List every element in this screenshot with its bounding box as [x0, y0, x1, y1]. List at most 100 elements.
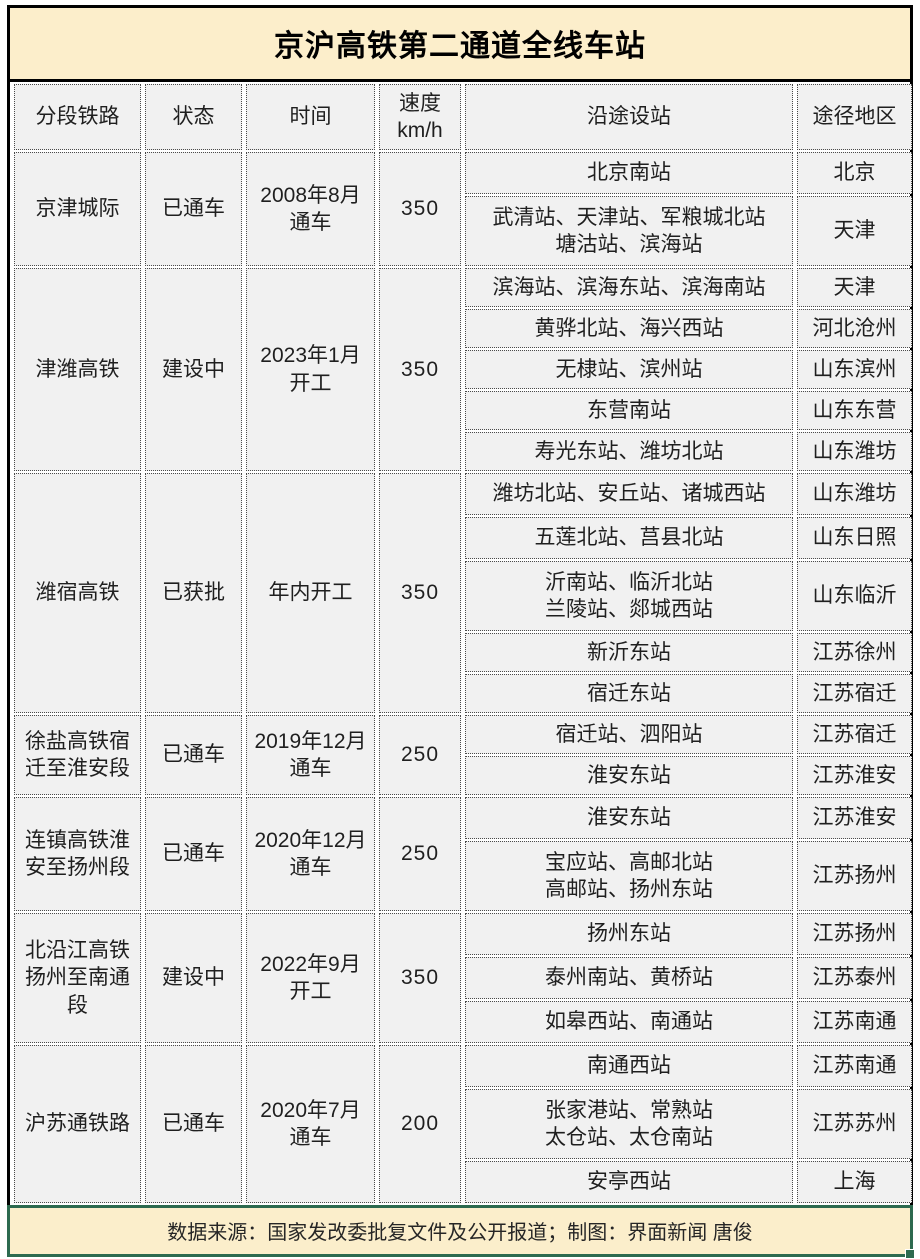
col-header-time: 时间	[246, 84, 375, 150]
cell-stations: 如皋西站、南通站	[465, 1001, 793, 1043]
cell-stations: 淮安东站	[465, 756, 793, 795]
cell-stations: 寿光东站、潍坊北站	[465, 432, 793, 471]
table-row: 宝应站、高邮北站 高邮站、扬州东站 江苏扬州	[14, 841, 912, 911]
cell-region: 河北沧州	[797, 309, 912, 348]
cell-stations: 东营南站	[465, 391, 793, 430]
railway-stations-table: 分段铁路 状态 时间 速度 km/h 沿途设站 途径地区 京津城际 已通车 20…	[10, 82, 916, 1205]
cell-stations: 泰州南站、黄桥站	[465, 957, 793, 999]
table-row: 连镇高铁淮安至扬州段 已通车 2020年12月 通车 250 淮安东站 江苏淮安	[14, 797, 912, 911]
table-row: 寿光东站、潍坊北站 山东潍坊	[14, 432, 912, 471]
table-row: 淮安东站 江苏淮安	[14, 756, 912, 795]
cell-stations: 安亭西站	[465, 1161, 793, 1203]
cell-region: 江苏南通	[797, 1045, 912, 1087]
cell-stations: 武清站、天津站、军粮城北站 塘沽站、滨海站	[465, 196, 793, 266]
cell-time: 2008年8月 通车	[246, 152, 375, 266]
cell-region: 江苏宿迁	[797, 715, 912, 754]
page-title: 京沪高铁第二通道全线车站	[10, 8, 910, 82]
col-header-railway: 分段铁路	[14, 84, 141, 150]
cell-stations: 沂南站、临沂北站 兰陵站、郯城西站	[465, 561, 793, 631]
cell-stations: 张家港站、常熟站 太仓站、太仓南站	[465, 1089, 793, 1159]
cell-railway: 潍宿高铁	[14, 473, 141, 713]
cell-region: 江苏泰州	[797, 957, 912, 999]
infographic: 京沪高铁第二通道全线车站 分段铁路 状态 时间 速度 km/h 沿途设站 途径地…	[7, 5, 915, 1259]
cell-speed: 250	[379, 797, 461, 911]
source-credit-text: 数据来源：国家发改委批复文件及公开报道；制图：界面新闻 唐俊	[167, 1222, 753, 1244]
cell-time: 2020年7月 通车	[246, 1045, 375, 1203]
cell-speed: 200	[379, 1045, 461, 1203]
cell-region: 山东日照	[797, 517, 912, 559]
cell-stations: 宿迁东站	[465, 674, 793, 713]
header-row: 分段铁路 状态 时间 速度 km/h 沿途设站 途径地区	[14, 84, 912, 150]
cell-region: 上海	[797, 1161, 912, 1203]
cell-speed: 250	[379, 715, 461, 795]
cell-region: 江苏南通	[797, 1001, 912, 1043]
cell-stations: 北京南站	[465, 152, 793, 194]
table-row: 如皋西站、南通站 江苏南通	[14, 1001, 912, 1043]
cell-region: 山东潍坊	[797, 473, 912, 515]
cell-time: 2022年9月 开工	[246, 913, 375, 1043]
cell-status: 已通车	[145, 1045, 242, 1203]
cell-region: 山东临沂	[797, 561, 912, 631]
table-row: 京津城际 已通车 2008年8月 通车 350 北京南站 北京	[14, 152, 912, 266]
table-row: 无棣站、滨州站 山东滨州	[14, 350, 912, 389]
table-row: 张家港站、常熟站 太仓站、太仓南站 江苏苏州	[14, 1089, 912, 1159]
cell-region: 山东东营	[797, 391, 912, 430]
table-row: 新沂东站 江苏徐州	[14, 633, 912, 672]
table-row: 北沿江高铁扬州至南通段 建设中 2022年9月 开工 350 扬州东站 江苏扬州	[14, 913, 912, 1043]
cell-speed: 350	[379, 913, 461, 1043]
table-row: 黄骅北站、海兴西站 河北沧州	[14, 309, 912, 348]
cell-region: 江苏淮安	[797, 756, 912, 795]
cell-speed: 350	[379, 473, 461, 713]
cell-speed: 350	[379, 152, 461, 266]
cell-status: 已获批	[145, 473, 242, 713]
table-row: 沪苏通铁路 已通车 2020年7月 通车 200 南通西站 江苏南通	[14, 1045, 912, 1203]
cell-stations: 无棣站、滨州站	[465, 350, 793, 389]
cell-stations: 新沂东站	[465, 633, 793, 672]
cell-time: 2020年12月 通车	[246, 797, 375, 911]
cell-region: 江苏淮安	[797, 797, 912, 839]
selection-fill-handle[interactable]	[905, 1249, 915, 1259]
table-row: 五莲北站、莒县北站 山东日照	[14, 517, 912, 559]
table-row: 潍宿高铁 已获批 年内开工 350 潍坊北站、安丘站、诸城西站 山东潍坊	[14, 473, 912, 713]
cell-stations: 宝应站、高邮北站 高邮站、扬州东站	[465, 841, 793, 911]
cell-region: 山东滨州	[797, 350, 912, 389]
table-frame: 京沪高铁第二通道全线车站 分段铁路 状态 时间 速度 km/h 沿途设站 途径地…	[7, 5, 913, 1205]
cell-railway: 沪苏通铁路	[14, 1045, 141, 1203]
cell-railway: 京津城际	[14, 152, 141, 266]
col-header-region: 途径地区	[797, 84, 912, 150]
cell-stations: 南通西站	[465, 1045, 793, 1087]
cell-region: 天津	[797, 268, 912, 307]
cell-railway: 徐盐高铁宿迁至淮安段	[14, 715, 141, 795]
cell-status: 已通车	[145, 715, 242, 795]
cell-railway: 北沿江高铁扬州至南通段	[14, 913, 141, 1043]
cell-railway: 连镇高铁淮安至扬州段	[14, 797, 141, 911]
cell-status: 已通车	[145, 797, 242, 911]
table-row: 津潍高铁 建设中 2023年1月 开工 350 滨海站、滨海东站、滨海南站 天津	[14, 268, 912, 471]
cell-region: 江苏扬州	[797, 841, 912, 911]
col-header-speed: 速度 km/h	[379, 84, 461, 150]
cell-region: 江苏苏州	[797, 1089, 912, 1159]
table-row: 沂南站、临沂北站 兰陵站、郯城西站 山东临沂	[14, 561, 912, 631]
cell-stations: 潍坊北站、安丘站、诸城西站	[465, 473, 793, 515]
cell-region: 山东潍坊	[797, 432, 912, 471]
table-row: 徐盐高铁宿迁至淮安段 已通车 2019年12月 通车 250 宿迁站、泗阳站 江…	[14, 715, 912, 795]
cell-stations: 滨海站、滨海东站、滨海南站	[465, 268, 793, 307]
cell-stations: 扬州东站	[465, 913, 793, 955]
cell-status: 建设中	[145, 268, 242, 471]
cell-stations: 五莲北站、莒县北站	[465, 517, 793, 559]
cell-status: 已通车	[145, 152, 242, 266]
table-row: 武清站、天津站、军粮城北站 塘沽站、滨海站 天津	[14, 196, 912, 266]
cell-stations: 淮安东站	[465, 797, 793, 839]
cell-region: 天津	[797, 196, 912, 266]
source-credit-cell[interactable]: 数据来源：国家发改委批复文件及公开报道；制图：界面新闻 唐俊	[7, 1205, 915, 1259]
col-header-stations: 沿途设站	[465, 84, 793, 150]
table-row: 安亭西站 上海	[14, 1161, 912, 1203]
cell-speed: 350	[379, 268, 461, 471]
cell-status: 建设中	[145, 913, 242, 1043]
cell-stations: 黄骅北站、海兴西站	[465, 309, 793, 348]
cell-stations: 宿迁站、泗阳站	[465, 715, 793, 754]
table-row: 宿迁东站 江苏宿迁	[14, 674, 912, 713]
cell-time: 年内开工	[246, 473, 375, 713]
table-row: 东营南站 山东东营	[14, 391, 912, 430]
cell-region: 江苏宿迁	[797, 674, 912, 713]
